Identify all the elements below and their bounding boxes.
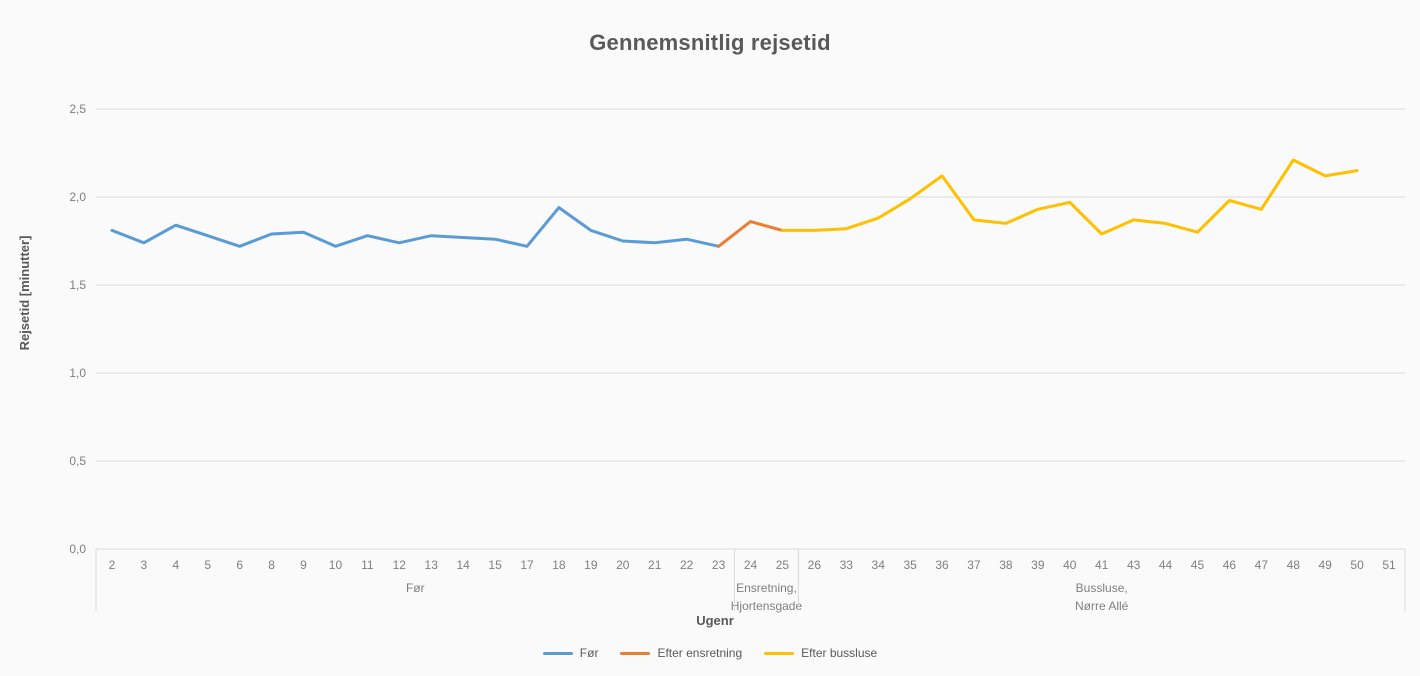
- x-tick-label: 36: [935, 558, 949, 572]
- x-axis-group-label: Nørre Allé: [1075, 599, 1129, 613]
- legend-swatch-efter-ensretning-icon: [620, 651, 651, 655]
- x-tick-label: 50: [1350, 558, 1364, 572]
- x-tick-label: 14: [456, 558, 470, 572]
- x-tick-label: 25: [776, 558, 790, 572]
- x-tick-label: 24: [744, 558, 758, 572]
- x-tick-label: 46: [1223, 558, 1237, 572]
- x-axis-group-label: Ensretning,: [736, 581, 797, 595]
- x-tick-label: 39: [1031, 558, 1045, 572]
- x-tick-label: 19: [584, 558, 598, 572]
- y-tick-label: 0,5: [69, 454, 86, 468]
- x-axis-title: Ugenr: [696, 613, 734, 628]
- legend: Før Efter ensretning Efter bussluse: [0, 646, 1420, 660]
- x-tick-label: 11: [361, 558, 374, 572]
- x-axis-group-label: Bussluse,: [1076, 581, 1128, 595]
- legend-label-efter-bussluse: Efter bussluse: [801, 646, 878, 660]
- x-tick-label: 12: [393, 558, 407, 572]
- x-tick-label: 47: [1255, 558, 1269, 572]
- x-tick-label: 4: [172, 558, 179, 572]
- x-tick-label: 8: [268, 558, 275, 572]
- legend-swatch-efter-bussluse-icon: [764, 651, 795, 655]
- x-tick-label: 48: [1287, 558, 1301, 572]
- legend-item-efter-bussluse: Efter bussluse: [764, 646, 877, 660]
- legend-label-efter-ensretning: Efter ensretning: [657, 646, 743, 660]
- x-tick-label: 2: [109, 558, 116, 572]
- x-tick-label: 21: [648, 558, 662, 572]
- x-tick-label: 44: [1159, 558, 1173, 572]
- x-tick-label: 18: [552, 558, 566, 572]
- x-tick-label: 23: [712, 558, 726, 572]
- y-tick-label: 1,0: [69, 366, 86, 380]
- x-tick-label: 49: [1319, 558, 1333, 572]
- x-tick-label: 43: [1127, 558, 1141, 572]
- x-tick-label: 34: [872, 558, 886, 572]
- y-tick-label: 1,5: [69, 278, 86, 292]
- x-axis-group-label: Før: [406, 581, 425, 595]
- x-tick-label: 51: [1382, 558, 1396, 572]
- series-line-f-r: [110, 206, 721, 248]
- x-tick-label: 10: [329, 558, 343, 572]
- x-tick-label: 13: [425, 558, 439, 572]
- legend-swatch-foer-icon: [542, 651, 573, 655]
- x-tick-label: 40: [1063, 558, 1077, 572]
- legend-label-foer: Før: [579, 646, 599, 660]
- x-tick-label: 37: [967, 558, 981, 572]
- x-tick-label: 22: [680, 558, 694, 572]
- x-tick-label: 9: [300, 558, 307, 572]
- x-axis-group-label: Hjortensgade: [731, 599, 803, 613]
- y-tick-label: 0,0: [69, 542, 86, 556]
- x-tick-label: 20: [616, 558, 630, 572]
- x-tick-label: 35: [903, 558, 917, 572]
- x-tick-label: 26: [808, 558, 822, 572]
- x-tick-label: 41: [1095, 558, 1109, 572]
- legend-item-efter-ensretning: Efter ensretning: [620, 646, 742, 660]
- x-tick-label: 38: [999, 558, 1013, 572]
- legend-item-foer: Før: [542, 646, 599, 660]
- chart-title: Gennemsnitlig rejsetid: [589, 30, 831, 55]
- x-tick-label: 6: [236, 558, 243, 572]
- series-line-efter-bussluse: [780, 158, 1359, 236]
- x-tick-label: 33: [840, 558, 854, 572]
- x-tick-label: 3: [141, 558, 148, 572]
- series-line-efter-ensretning: [717, 220, 784, 248]
- x-tick-label: 5: [204, 558, 211, 572]
- y-tick-label: 2,5: [69, 102, 86, 116]
- x-tick-label: 45: [1191, 558, 1205, 572]
- x-tick-label: 15: [488, 558, 502, 572]
- x-tick-label: 17: [520, 558, 534, 572]
- y-tick-label: 2,0: [69, 190, 86, 204]
